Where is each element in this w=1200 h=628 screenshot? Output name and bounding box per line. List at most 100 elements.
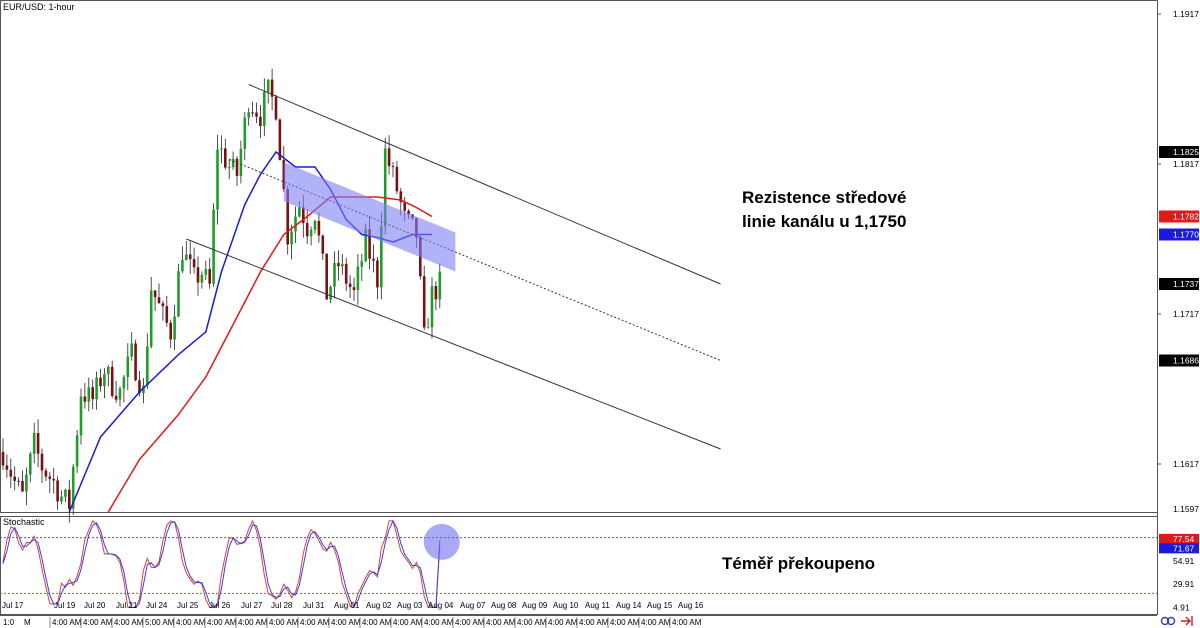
time-label: 4:00 AM bbox=[579, 618, 609, 627]
price-label: 1.1825 bbox=[1173, 147, 1199, 157]
date-label: Aug 15 bbox=[647, 601, 673, 610]
candle-body bbox=[1, 452, 5, 466]
candle-body bbox=[216, 149, 219, 210]
link-icon[interactable] bbox=[1160, 616, 1176, 626]
stoch-k-value: 77.54 bbox=[1173, 534, 1195, 544]
time-label: 4:00 AM bbox=[362, 618, 392, 627]
resistance-zone-band bbox=[283, 162, 456, 272]
candle-body bbox=[149, 290, 153, 347]
candle-body bbox=[344, 263, 348, 284]
candle-body bbox=[107, 366, 110, 375]
candle-body bbox=[13, 476, 16, 481]
candle-body bbox=[21, 480, 24, 492]
candle-body bbox=[309, 229, 313, 237]
candle-body bbox=[40, 453, 44, 471]
candle-body bbox=[44, 470, 48, 477]
candle-body bbox=[383, 148, 387, 227]
candle-body bbox=[270, 79, 274, 97]
candle-body bbox=[251, 112, 254, 114]
date-label: Jul 21 bbox=[116, 601, 138, 610]
time-label: 4:00 AM bbox=[83, 618, 113, 627]
time-label: 4:00 AM bbox=[331, 618, 361, 627]
candle-body bbox=[173, 316, 176, 340]
candle-body bbox=[356, 266, 360, 291]
stoch-d-value: 71.67 bbox=[1173, 543, 1195, 553]
chart-title: EUR/USD: 1-hour bbox=[3, 2, 75, 12]
date-label: Jul 26 bbox=[209, 601, 231, 610]
candle-body bbox=[278, 119, 282, 161]
candle-body bbox=[395, 166, 399, 192]
candle-body bbox=[263, 92, 266, 126]
candle-body bbox=[32, 433, 36, 454]
candle-body bbox=[153, 290, 157, 298]
candle-body bbox=[274, 96, 278, 120]
time-label: 4:00 AM bbox=[548, 618, 578, 627]
candle-body bbox=[321, 235, 325, 254]
stoch-tick-label: 54.91 bbox=[1173, 556, 1195, 566]
candle-body bbox=[305, 223, 309, 237]
date-label: Aug 04 bbox=[428, 601, 454, 610]
candle-body bbox=[114, 395, 118, 400]
candle-body bbox=[181, 260, 184, 272]
candle-body bbox=[372, 258, 375, 261]
date-label: Jul 19 bbox=[54, 601, 76, 610]
date-label: Jul 24 bbox=[146, 601, 168, 610]
candle-body bbox=[426, 327, 430, 329]
candle-body bbox=[196, 267, 200, 283]
price-axis: 1.1917 1.1817 1.1717 1.1617 1.1597 bbox=[1157, 9, 1199, 514]
candle-body bbox=[259, 116, 262, 126]
candle-body bbox=[169, 322, 172, 340]
channel-upper-line bbox=[248, 84, 721, 285]
candle-body bbox=[103, 374, 106, 387]
candle-body bbox=[360, 261, 364, 267]
time-label: 4:00 AM bbox=[176, 618, 206, 627]
time-label: 4:00 AM bbox=[393, 618, 423, 627]
date-label: Jul 25 bbox=[177, 601, 199, 610]
candle-body bbox=[231, 158, 235, 168]
candle-body bbox=[75, 435, 79, 467]
price-label-box bbox=[1159, 228, 1199, 241]
candle-body bbox=[376, 260, 379, 288]
price-pane[interactable] bbox=[0, 0, 1158, 513]
candle-body bbox=[146, 346, 149, 386]
date-label: Aug 10 bbox=[553, 601, 579, 610]
channel-lower-line bbox=[186, 238, 721, 450]
candle-body bbox=[118, 388, 122, 400]
date-label: Aug 09 bbox=[522, 601, 548, 610]
candle-body bbox=[29, 453, 32, 475]
candle-body bbox=[87, 387, 91, 402]
candle-body bbox=[177, 271, 180, 317]
candle-body bbox=[200, 274, 204, 283]
date-label: Jul 31 bbox=[303, 601, 325, 610]
candle-body bbox=[188, 254, 192, 260]
candle-body bbox=[95, 377, 98, 400]
time-label: 4:00 AM bbox=[238, 618, 268, 627]
price-tick-label: 1.1817 bbox=[1173, 159, 1199, 169]
candle-body bbox=[325, 253, 328, 300]
date-label: Jul 17 bbox=[2, 601, 24, 610]
candle-body bbox=[294, 216, 297, 232]
flag-icon[interactable] bbox=[1181, 616, 1193, 626]
oscillator-pane[interactable] bbox=[0, 516, 1158, 615]
stoch-tick-label: 29.91 bbox=[1173, 579, 1195, 589]
candle-body bbox=[434, 286, 438, 300]
candle-body bbox=[430, 286, 434, 328]
price-tick-label: 1.1717 bbox=[1173, 309, 1199, 319]
candle-body bbox=[313, 220, 317, 230]
candle-body bbox=[403, 202, 406, 211]
price-label: 1.1737 bbox=[1173, 279, 1199, 289]
candle-body bbox=[266, 79, 270, 93]
candle-body bbox=[364, 229, 367, 262]
time-label: 4:00 AM bbox=[424, 618, 454, 627]
price-tick-label: 1.1917 bbox=[1173, 9, 1199, 19]
candle-body bbox=[247, 112, 250, 118]
candle-body bbox=[438, 271, 442, 300]
candle-body bbox=[48, 476, 52, 479]
time-label: 4:00 AM bbox=[517, 618, 547, 627]
price-label-box bbox=[1159, 278, 1199, 290]
candle-body bbox=[387, 148, 391, 167]
candle-body bbox=[341, 263, 344, 267]
date-label: Aug 03 bbox=[397, 601, 423, 610]
